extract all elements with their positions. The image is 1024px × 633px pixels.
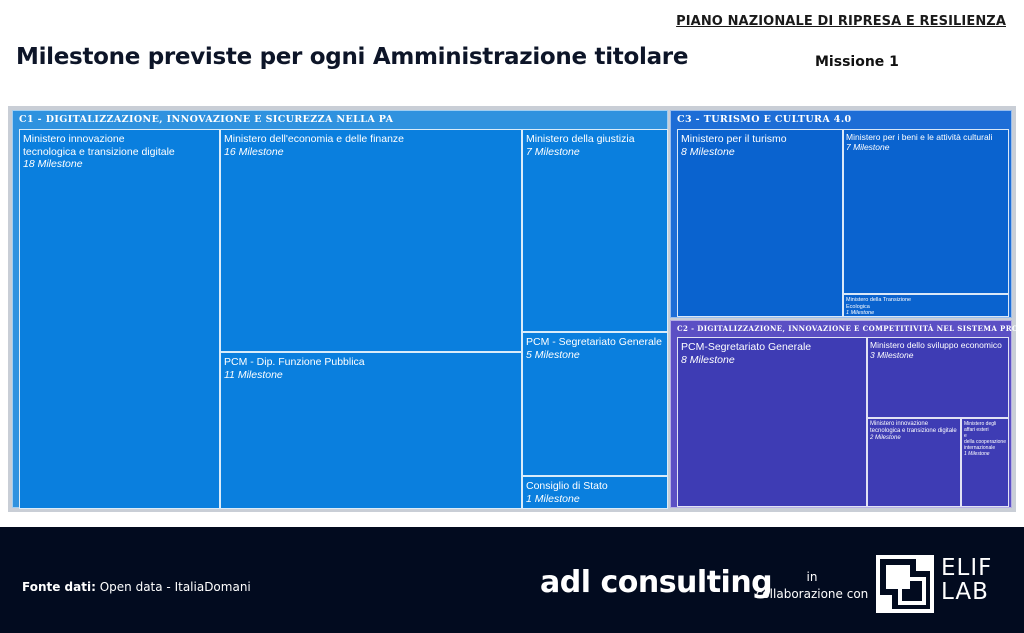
treemap-tile-name: PCM-Segretariato Generale — [681, 341, 812, 353]
elif-lab-logo-icon — [876, 555, 934, 613]
treemap-tile-name: Ministero per il turismo — [681, 133, 787, 145]
treemap-group-label: C2 - DIGITALIZZAZIONE, INNOVAZIONE E COM… — [677, 324, 1024, 333]
treemap-tile-value: 11 Milestone — [224, 368, 283, 381]
collaboration-text: in collaborazione con — [752, 569, 872, 604]
treemap-tile-name: Ministero della Transizione Ecologica — [846, 297, 912, 310]
treemap-tile-value: 3 Milestone — [870, 350, 914, 361]
mission-label: Missione 1 — [815, 54, 899, 70]
collab-line-1: in — [806, 570, 818, 584]
elif-line: ELIF — [941, 555, 993, 581]
treemap-tile-value: 16 Milestone — [224, 145, 284, 158]
treemap-tile: Ministero della giustizia 7 Milestone — [522, 129, 668, 332]
treemap-tile-value: 18 Milestone — [23, 158, 83, 171]
treemap-tile-value: 7 Milestone — [846, 142, 890, 153]
treemap-tile: Ministero dello sviluppo economico 3 Mile… — [867, 337, 1009, 418]
treemap-tile-name: Ministero per i beni e le attività cultu… — [846, 132, 993, 142]
treemap-tile-name: Ministero dello sviluppo economico — [870, 340, 1002, 350]
treemap-tile-value: 7 Milestone — [526, 145, 580, 158]
treemap-tile-value: 8 Milestone — [681, 145, 735, 158]
treemap-tile-value: 5 Milestone — [526, 348, 580, 361]
treemap-tile-name: Ministero degli affari esteri e della co… — [964, 421, 1006, 451]
treemap-tile: Ministero innovazione tecnologica e tran… — [19, 129, 220, 509]
page-title: Milestone previste per ogni Amministrazi… — [16, 44, 689, 70]
report-series-title: PIANO NAZIONALE DI RIPRESA E RESILIENZA — [676, 14, 1006, 29]
source-value: Open data - ItaliaDomani — [99, 580, 251, 594]
treemap-tile: Ministero dell'economia e delle finanze 1… — [220, 129, 522, 352]
treemap-tile-value: 8 Milestone — [681, 353, 735, 366]
adl-brand-text: adl consulting — [540, 565, 773, 600]
treemap-tile-name: Consiglio di Stato — [526, 480, 608, 492]
treemap-group: C3 - TURISMO E CULTURA 4.0 Ministero per … — [670, 110, 1012, 318]
treemap-tile: Ministero della Transizione Ecologica 1 M… — [843, 294, 1009, 317]
adl-consulting-logo: adl consulting — [540, 565, 773, 600]
treemap-tile-name: Ministero della giustizia — [526, 133, 635, 145]
elif-lab-wordmark: ELIF LAB — [941, 556, 992, 604]
treemap-tile: PCM - Dip. Funzione Pubblica 11 Milestone — [220, 352, 522, 509]
treemap-tile-name: PCM - Dip. Funzione Pubblica — [224, 356, 365, 368]
treemap-tile: Ministero per i beni e le attività cultu… — [843, 129, 1009, 294]
treemap-group: C2 - DIGITALIZZAZIONE, INNOVAZIONE E COM… — [670, 320, 1024, 508]
treemap-tile-value: 1 Milestone — [846, 310, 875, 317]
treemap-tile: PCM - Segretariato Generale 5 Milestone — [522, 332, 668, 476]
treemap-tile: Consiglio di Stato 1 Milestone — [522, 476, 668, 509]
treemap-tile-value: 1 Milestone — [964, 451, 990, 457]
treemap-tile-value: 1 Milestone — [526, 492, 580, 505]
treemap-chart: C1 - DIGITALIZZAZIONE, INNOVAZIONE E SIC… — [8, 106, 1024, 512]
treemap-tile: Ministero degli affari esteri e della co… — [961, 418, 1009, 507]
source-label: Fonte dati: — [22, 580, 96, 594]
collab-line-2: collaborazione con — [755, 587, 869, 602]
treemap-group-label: C3 - TURISMO E CULTURA 4.0 — [677, 114, 852, 125]
treemap-tile-name: PCM - Segretariato Generale — [526, 336, 662, 348]
treemap-tile-name: Ministero innovazione tecnologica e tran… — [23, 133, 175, 158]
treemap-group: C1 - DIGITALIZZAZIONE, INNOVAZIONE E SIC… — [12, 110, 668, 509]
treemap-group-label: C1 - DIGITALIZZAZIONE, INNOVAZIONE E SIC… — [19, 114, 394, 125]
footer: Fonte dati: Open data - ItaliaDomani adl… — [0, 527, 1024, 633]
treemap-tile-name: Ministero innovazione tecnologica e tran… — [870, 421, 957, 435]
data-source: Fonte dati: Open data - ItaliaDomani — [22, 580, 251, 594]
treemap-tile: PCM-Segretariato Generale 8 Milestone — [677, 337, 867, 507]
treemap-canvas: C1 - DIGITALIZZAZIONE, INNOVAZIONE E SIC… — [8, 106, 1024, 512]
treemap-tile: Ministero per il turismo 8 Milestone — [677, 129, 843, 317]
lab-line: LAB — [941, 579, 989, 606]
treemap-tile: Ministero innovazione tecnologica e tran… — [867, 418, 961, 507]
treemap-tile-value: 2 Milestone — [870, 435, 901, 442]
treemap-tile-name: Ministero dell'economia e delle finanze — [224, 133, 405, 145]
